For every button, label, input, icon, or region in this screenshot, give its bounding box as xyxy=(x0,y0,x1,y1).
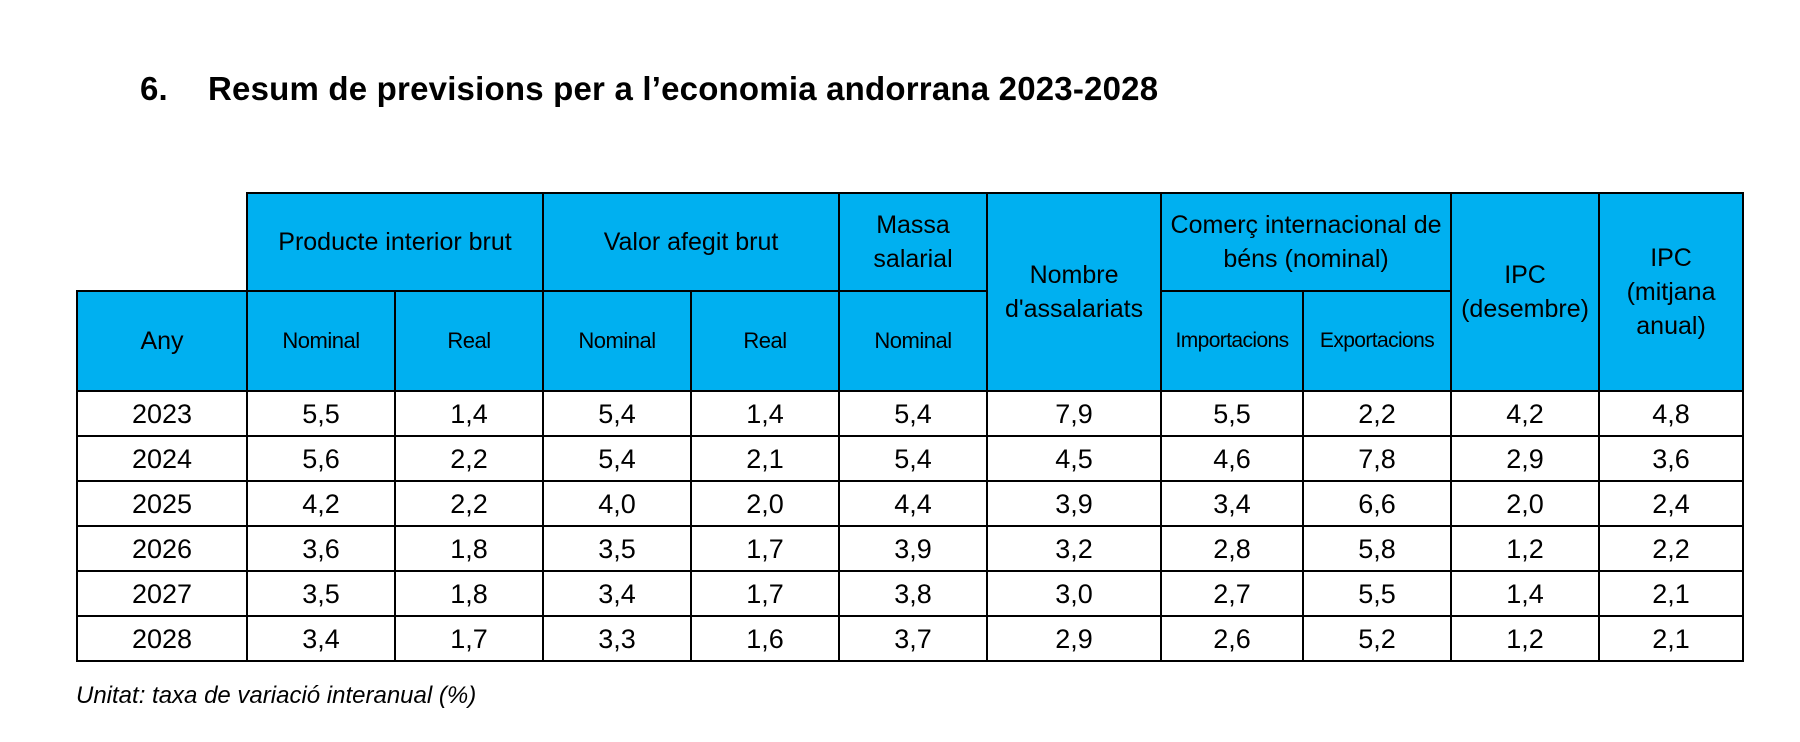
cell-pib-real: 2,2 xyxy=(393,480,545,527)
header-row-top: Producte interior brut Valor afegit brut… xyxy=(77,192,1745,392)
cell-exportacions: 5,2 xyxy=(1302,615,1453,662)
header-pib-nominal: Nominal xyxy=(246,290,396,392)
table-body: 2023 5,5 1,4 5,4 1,4 5,4 7,9 5,5 2,2 4,2… xyxy=(76,390,1745,662)
cell-vab-nominal: 5,4 xyxy=(542,390,693,437)
cell-vab-real: 1,6 xyxy=(690,615,841,662)
header-importacions: Importacions xyxy=(1160,290,1305,392)
cell-assalariats: 7,9 xyxy=(986,390,1163,437)
cell-vab-nominal: 5,4 xyxy=(542,435,693,482)
cell-exportacions: 6,6 xyxy=(1302,480,1453,527)
cell-any: 2024 xyxy=(76,435,248,482)
header-pib-real: Real xyxy=(393,290,545,392)
cell-pib-nominal: 3,4 xyxy=(246,615,396,662)
table-row: 2023 5,5 1,4 5,4 1,4 5,4 7,9 5,5 2,2 4,2… xyxy=(76,390,1745,437)
table-row: 2027 3,5 1,8 3,4 1,7 3,8 3,0 2,7 5,5 1,4… xyxy=(76,570,1745,617)
cell-importacions: 2,8 xyxy=(1160,525,1305,572)
cell-pib-real: 1,4 xyxy=(393,390,545,437)
header-ipc-mitjana: IPC (mitjana anual) xyxy=(1598,192,1745,392)
cell-ipc-mitjana: 2,4 xyxy=(1598,480,1745,527)
cell-vab-nominal: 3,4 xyxy=(542,570,693,617)
cell-importacions: 2,6 xyxy=(1160,615,1305,662)
cell-ipc-desembre: 1,2 xyxy=(1450,525,1601,572)
header-massa-nominal: Nominal xyxy=(838,290,989,392)
header-comerc: Comerç internacional de béns (nominal) xyxy=(1160,192,1453,292)
cell-vab-nominal: 3,5 xyxy=(542,525,693,572)
header-massa-salarial: Massa salarial xyxy=(838,192,989,292)
cell-any: 2025 xyxy=(76,480,248,527)
cell-any: 2023 xyxy=(76,390,248,437)
cell-exportacions: 5,5 xyxy=(1302,570,1453,617)
cell-pib-real: 2,2 xyxy=(393,435,545,482)
cell-ipc-mitjana: 2,1 xyxy=(1598,570,1745,617)
cell-pib-nominal: 4,2 xyxy=(246,480,396,527)
cell-importacions: 5,5 xyxy=(1160,390,1305,437)
cell-any: 2028 xyxy=(76,615,248,662)
cell-massa-nominal: 4,4 xyxy=(838,480,989,527)
cell-ipc-desembre: 2,9 xyxy=(1450,435,1601,482)
cell-any: 2026 xyxy=(76,525,248,572)
cell-pib-real: 1,8 xyxy=(393,525,545,572)
cell-massa-nominal: 3,8 xyxy=(838,570,989,617)
cell-massa-nominal: 3,7 xyxy=(838,615,989,662)
cell-massa-nominal: 5,4 xyxy=(838,390,989,437)
cell-ipc-mitjana: 4,8 xyxy=(1598,390,1745,437)
cell-vab-real: 1,7 xyxy=(690,525,841,572)
cell-importacions: 3,4 xyxy=(1160,480,1305,527)
cell-assalariats: 2,9 xyxy=(986,615,1163,662)
cell-importacions: 2,7 xyxy=(1160,570,1305,617)
table-row: 2026 3,6 1,8 3,5 1,7 3,9 3,2 2,8 5,8 1,2… xyxy=(76,525,1745,572)
cell-assalariats: 3,2 xyxy=(986,525,1163,572)
footnote-unit: Unitat: taxa de variació interanual (%) xyxy=(76,682,477,709)
cell-massa-nominal: 3,9 xyxy=(838,525,989,572)
header-ipc-desembre: IPC (desembre) xyxy=(1450,192,1601,392)
cell-ipc-mitjana: 2,1 xyxy=(1598,615,1745,662)
header-blank-cell xyxy=(77,193,247,291)
cell-ipc-desembre: 2,0 xyxy=(1450,480,1601,527)
header-exportacions: Exportacions xyxy=(1302,290,1453,392)
cell-vab-real: 1,7 xyxy=(690,570,841,617)
cell-ipc-mitjana: 3,6 xyxy=(1598,435,1745,482)
cell-ipc-mitjana: 2,2 xyxy=(1598,525,1745,572)
cell-vab-nominal: 3,3 xyxy=(542,615,693,662)
header-pib: Producte interior brut xyxy=(245,192,545,292)
table-row: 2028 3,4 1,7 3,3 1,6 3,7 2,9 2,6 5,2 1,2… xyxy=(76,615,1745,662)
cell-pib-real: 1,7 xyxy=(393,615,545,662)
section-number: 6. xyxy=(140,70,168,107)
header-vab-real: Real xyxy=(690,290,841,392)
header-vab: Valor afegit brut xyxy=(542,192,841,292)
cell-vab-real: 1,4 xyxy=(690,390,841,437)
cell-ipc-desembre: 1,2 xyxy=(1450,615,1601,662)
section-title-text: Resum de previsions per a l’economia and… xyxy=(208,70,1159,107)
header-vab-nominal: Nominal xyxy=(542,290,693,392)
table-row: 2025 4,2 2,2 4,0 2,0 4,4 3,9 3,4 6,6 2,0… xyxy=(76,480,1745,527)
cell-vab-real: 2,0 xyxy=(690,480,841,527)
cell-pib-nominal: 5,6 xyxy=(246,435,396,482)
cell-assalariats: 3,9 xyxy=(986,480,1163,527)
cell-exportacions: 5,8 xyxy=(1302,525,1453,572)
cell-ipc-desembre: 1,4 xyxy=(1450,570,1601,617)
section-title: 6. Resum de previsions per a l’economia a… xyxy=(140,70,1158,108)
cell-pib-nominal: 3,5 xyxy=(246,570,396,617)
cell-pib-real: 1,8 xyxy=(393,570,545,617)
cell-exportacions: 7,8 xyxy=(1302,435,1453,482)
cell-importacions: 4,6 xyxy=(1160,435,1305,482)
header-any: Any xyxy=(76,290,248,392)
cell-assalariats: 3,0 xyxy=(986,570,1163,617)
cell-ipc-desembre: 4,2 xyxy=(1450,390,1601,437)
header-row-sub: Any Nominal Real Nominal Real Nominal Im… xyxy=(76,290,1743,392)
cell-any: 2027 xyxy=(76,570,248,617)
cell-vab-nominal: 4,0 xyxy=(542,480,693,527)
table-row: 2024 5,6 2,2 5,4 2,1 5,4 4,5 4,6 7,8 2,9… xyxy=(76,435,1745,482)
cell-exportacions: 2,2 xyxy=(1302,390,1453,437)
cell-assalariats: 4,5 xyxy=(986,435,1163,482)
cell-massa-nominal: 5,4 xyxy=(838,435,989,482)
cell-pib-nominal: 3,6 xyxy=(246,525,396,572)
header-assalariats: Nombre d'assalariats xyxy=(986,192,1163,392)
cell-vab-real: 2,1 xyxy=(690,435,841,482)
forecast-table: Producte interior brut Valor afegit brut… xyxy=(76,192,1745,662)
cell-pib-nominal: 5,5 xyxy=(246,390,396,437)
